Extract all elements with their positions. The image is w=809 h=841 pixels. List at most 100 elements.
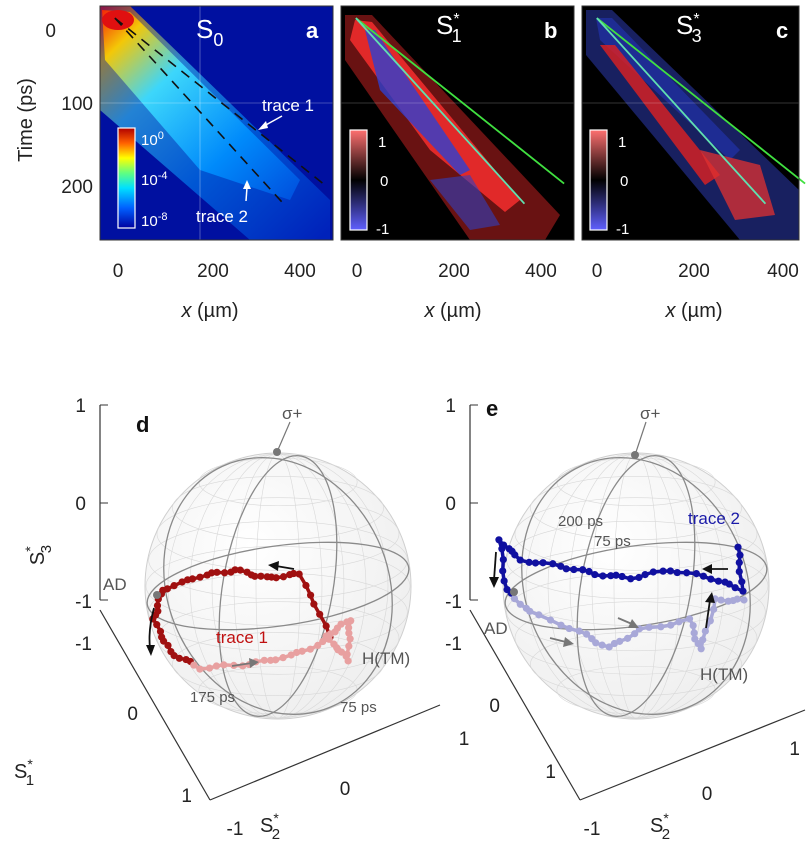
trajectory-point xyxy=(302,581,310,590)
trajectory-point xyxy=(499,555,507,564)
trajectory-point xyxy=(500,577,508,585)
colorbar-label: 100 xyxy=(141,130,164,149)
trajectory-point xyxy=(525,558,533,566)
s1-tick-label: 0 xyxy=(127,704,138,725)
trajectory-point xyxy=(205,664,214,672)
trajectory-point xyxy=(740,596,748,604)
direction-arrow xyxy=(231,662,253,667)
trajectory-point xyxy=(164,641,172,650)
direction-arrow xyxy=(275,565,295,570)
trajectory-point xyxy=(343,618,351,626)
meridian xyxy=(163,457,393,715)
trajectory-point xyxy=(263,573,271,581)
x-tick-label: 200 xyxy=(197,261,229,282)
trajectory-point xyxy=(675,618,683,626)
mesh-line xyxy=(148,572,408,652)
s2-tick-label: 0 xyxy=(702,784,713,805)
trajectory-point xyxy=(286,571,294,579)
trajectory-point xyxy=(627,575,635,583)
trajectory-point xyxy=(592,639,600,647)
panel-c-colorbar xyxy=(589,129,608,231)
time-label: 75 ps xyxy=(340,699,377,716)
direction-arrowhead xyxy=(628,619,639,628)
h-tm-label: H(TM) xyxy=(362,649,410,668)
x-axis-label: x (µm) xyxy=(664,300,722,322)
x-tick-label: 200 xyxy=(438,261,470,282)
trajectory-point xyxy=(710,605,718,613)
panel-a: S0 a 100 10-4 10-8 trace 1 trace 2 0 100… xyxy=(15,5,334,322)
s2-tick-label: -1 xyxy=(584,819,601,840)
x-tick-label: 400 xyxy=(525,261,557,282)
s1-axis-line xyxy=(469,609,581,801)
trajectory-point xyxy=(526,607,534,615)
trajectory-point xyxy=(645,623,653,631)
trajectory-point xyxy=(735,558,743,567)
trajectory-point xyxy=(196,665,204,673)
trajectory-point xyxy=(579,566,587,574)
trajectory-point xyxy=(279,573,288,581)
trajectory-point xyxy=(178,578,186,586)
mesh-line xyxy=(514,601,758,675)
trajectory-point xyxy=(605,643,613,651)
s1-negative-band xyxy=(430,175,500,230)
s1-tick-label: 1 xyxy=(181,786,192,807)
trajectory-point xyxy=(739,587,747,595)
label-leader xyxy=(276,421,291,453)
trajectory-point xyxy=(539,559,547,567)
trajectory-point xyxy=(735,567,743,576)
trajectory-point xyxy=(175,654,183,662)
s2-axis-label: S* 2 xyxy=(650,810,670,841)
s2-tick-label: 1 xyxy=(459,729,470,750)
panel-c-title: S* 3 xyxy=(676,10,702,46)
s2-tick-label: 0 xyxy=(340,779,351,800)
trajectory-point xyxy=(498,545,506,553)
trajectory-point xyxy=(322,622,330,630)
trajectory-point xyxy=(562,565,570,573)
x-tick-label: 400 xyxy=(284,261,316,282)
trajectory-point xyxy=(298,647,306,655)
trajectory-point xyxy=(618,572,626,581)
x-axis-label: x (µm) xyxy=(180,300,238,322)
direction-arrowhead xyxy=(146,645,155,656)
trajectory-point xyxy=(310,600,318,608)
panel-b-label: b xyxy=(544,18,557,43)
trajectory-point xyxy=(306,645,314,653)
trajectory-point xyxy=(699,572,708,580)
panel-c: S* 3 c 1 0 -1 0 200 400 x (µm) xyxy=(581,5,806,322)
panel-b: S* 1 b 1 0 -1 0 200 400 x (µm) xyxy=(340,5,575,322)
trajectory-point xyxy=(697,645,705,653)
s1-tick-label: -1 xyxy=(75,634,92,655)
panel-a-title: S0 xyxy=(196,14,223,50)
colorbar-label: 1 xyxy=(618,134,626,151)
panel-e: σ+ AD H(TM) 200 ps 75 ps trace 2 e 1 0 -… xyxy=(445,396,806,841)
trajectory-point xyxy=(731,584,739,592)
meridian xyxy=(218,455,338,717)
trajectory-point xyxy=(616,637,624,645)
trajectory-point xyxy=(607,572,615,580)
trajectory-point xyxy=(714,577,723,585)
trajectory-point xyxy=(156,627,165,636)
panel-a-colorbar xyxy=(117,127,136,229)
trajectory-point xyxy=(736,551,744,559)
trajectory-point xyxy=(220,661,228,669)
s1-tick-label: 1 xyxy=(545,762,556,783)
h-tm-label: H(TM) xyxy=(700,665,748,684)
trajectory-point xyxy=(689,621,697,630)
trajectory-point xyxy=(535,611,543,619)
colorbar-label: 10-8 xyxy=(141,211,167,230)
trajectory-point xyxy=(516,600,524,608)
trajectory-point xyxy=(635,573,643,582)
x-tick-label: 0 xyxy=(592,261,603,282)
panel-c-frame xyxy=(581,5,800,241)
s1-negative-band xyxy=(365,30,470,175)
equator xyxy=(504,541,768,631)
direction-arrow xyxy=(549,637,567,643)
x-tick-label: 0 xyxy=(113,261,124,282)
y-tick-label: 0 xyxy=(45,21,56,42)
s1-tick-label: 0 xyxy=(489,696,500,717)
trajectory-point xyxy=(196,573,204,581)
trajectory-point xyxy=(657,623,665,631)
trajectory-point xyxy=(641,571,649,579)
z-tick-label: 1 xyxy=(445,396,456,417)
x-tick-label: 0 xyxy=(352,261,363,282)
